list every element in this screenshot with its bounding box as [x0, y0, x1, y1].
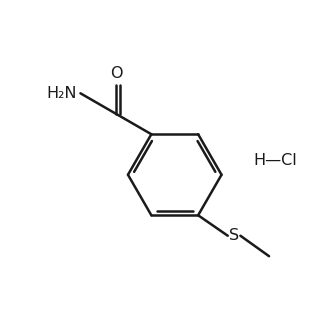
Text: S: S — [229, 228, 239, 243]
Text: H₂N: H₂N — [46, 86, 77, 101]
Text: H—Cl: H—Cl — [253, 153, 297, 168]
Text: O: O — [110, 66, 122, 81]
